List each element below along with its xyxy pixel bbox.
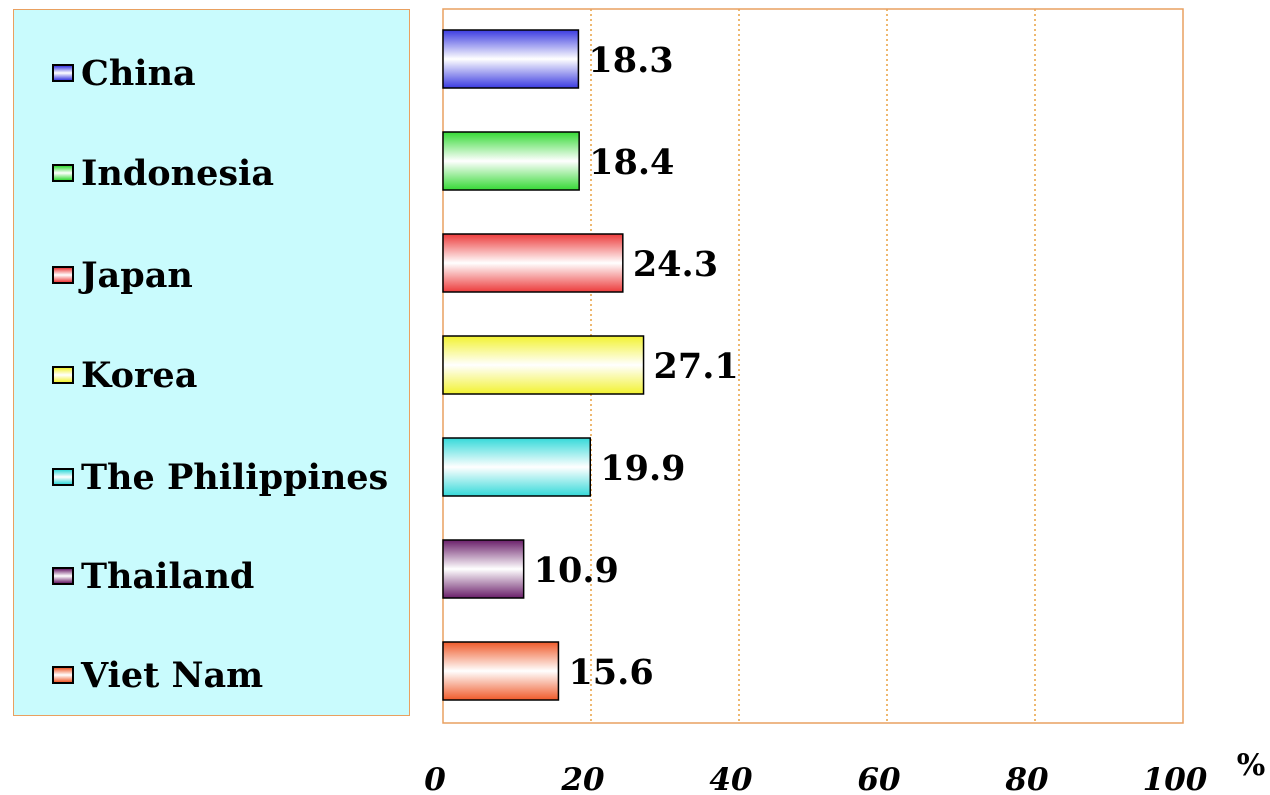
value-label-thailand: 10.9	[534, 550, 619, 591]
bar-china	[442, 29, 580, 89]
legend-swatch-viet-nam	[52, 666, 74, 684]
x-tick-label-0: 0	[424, 762, 446, 795]
legend-swatch-china	[52, 64, 74, 82]
x-axis-unit-label: %	[1237, 748, 1266, 783]
value-label-china: 18.3	[588, 40, 673, 81]
x-tick-label-80: 80	[1004, 762, 1049, 795]
legend-swatch-indonesia	[52, 164, 74, 182]
legend-panel: China Indonesia Japan Korea The Philippi…	[13, 9, 410, 716]
legend-swatch-japan	[52, 266, 74, 284]
bar-thailand	[442, 539, 525, 599]
legend-item-viet-nam: Viet Nam	[52, 654, 264, 696]
bar-korea	[442, 335, 645, 395]
x-axis: 0 20 40 60 80 100	[424, 762, 1208, 795]
legend-item-korea: Korea	[52, 354, 198, 396]
legend-swatch-the-philippines	[52, 468, 74, 486]
legend-label-thailand: Thailand	[81, 555, 255, 597]
legend-label-china: China	[81, 52, 196, 94]
value-label-japan: 24.3	[633, 244, 718, 285]
value-label-indonesia: 18.4	[589, 142, 674, 183]
legend-item-the-philippines: The Philippines	[52, 456, 389, 498]
legend-swatch-korea	[52, 366, 74, 384]
bars	[442, 29, 645, 701]
legend-label-korea: Korea	[81, 354, 198, 396]
x-tick-label-40: 40	[709, 762, 753, 795]
bar-japan	[442, 233, 624, 293]
x-tick-label-100: 100	[1143, 762, 1208, 795]
legend-swatch-thailand	[52, 567, 74, 585]
value-label-the-philippines: 19.9	[600, 448, 685, 489]
legend-label-viet-nam: Viet Nam	[81, 654, 264, 696]
legend-item-indonesia: Indonesia	[52, 152, 275, 194]
value-label-korea: 27.1	[654, 346, 739, 387]
x-tick-label-20: 20	[560, 762, 605, 795]
bar-viet-nam	[442, 641, 560, 701]
legend-item-japan: Japan	[52, 254, 193, 296]
legend-label-indonesia: Indonesia	[81, 152, 275, 194]
bar-the-philippines	[442, 437, 592, 497]
legend-item-china: China	[52, 52, 196, 94]
bar-indonesia	[442, 131, 580, 191]
x-tick-label-60: 60	[857, 762, 901, 795]
plot-area: 18.3 18.4 24.3 27.1 19.9 10.9 15.6	[442, 8, 1184, 724]
value-labels: 18.3 18.4 24.3 27.1 19.9 10.9 15.6	[534, 40, 739, 693]
legend-item-thailand: Thailand	[52, 555, 255, 597]
legend-label-japan: Japan	[81, 254, 193, 296]
value-label-viet-nam: 15.6	[568, 652, 653, 693]
legend-label-the-philippines: The Philippines	[81, 456, 389, 498]
